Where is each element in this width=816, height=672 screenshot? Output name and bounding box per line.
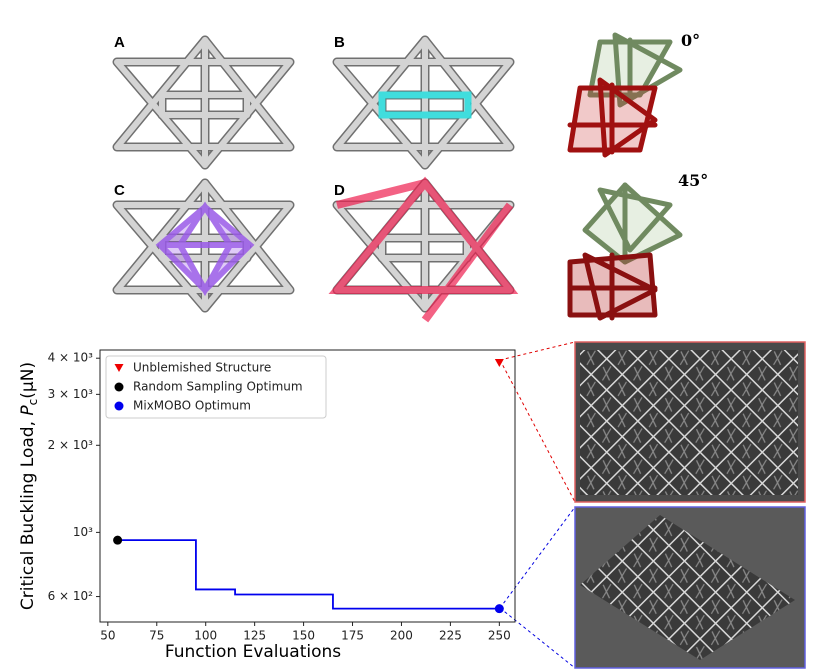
marker (494, 604, 504, 614)
y-axis-label-part: (μN) (18, 362, 38, 399)
chart: Function Evaluations Critical Buckling L… (18, 349, 516, 662)
x-tick-label: 125 (243, 629, 266, 643)
sem-top (580, 350, 798, 495)
sem-images (499, 341, 806, 669)
angle-label: 0° (681, 31, 700, 50)
lattice-a (117, 40, 290, 165)
y-tick-label: 6 × 10² (48, 589, 94, 603)
y-axis-label-part: Critical Buckling Load, (18, 416, 38, 611)
x-tick-label: 150 (292, 629, 315, 643)
orientation-0 (567, 32, 683, 158)
legend-label: Unblemished Structure (133, 361, 271, 375)
sem-bottom (580, 515, 795, 660)
x-tick-label: 175 (341, 629, 364, 643)
highlight-red (328, 176, 519, 323)
step-line (117, 539, 500, 610)
legend-label: Random Sampling Optimum (133, 380, 303, 394)
lattice-panels: A B C D 0° 45° (114, 31, 708, 323)
y-tick-label: 10³ (73, 525, 93, 539)
panel-label: B (334, 34, 345, 51)
x-tick-label: 250 (488, 629, 511, 643)
x-tick-label: 225 (439, 629, 462, 643)
x-axis-label: Function Evaluations (165, 642, 341, 662)
marker (113, 535, 123, 545)
panel-label: A (114, 34, 125, 51)
x-tick-label: 75 (149, 629, 164, 643)
connectors (499, 341, 576, 669)
legend-label: MixMOBO Optimum (133, 399, 251, 413)
legend-marker (114, 401, 124, 411)
y-axis-label: Critical Buckling Load, Pc(μN) (18, 362, 40, 610)
panel-label: C (114, 182, 125, 199)
legend-marker (114, 364, 124, 372)
orientation-45 (567, 182, 683, 321)
panel-label: D (334, 182, 345, 199)
angle-label: 45° (678, 171, 708, 190)
y-tick-label: 4 × 10³ (48, 351, 94, 365)
y-tick-label: 2 × 10³ (48, 438, 94, 452)
plot-frame (99, 349, 516, 623)
marker (494, 359, 504, 368)
highlight-purple (155, 201, 255, 297)
legend-marker (114, 382, 124, 392)
y-tick-label: 3 × 10³ (48, 387, 94, 401)
lattice-b (337, 40, 510, 165)
x-tick-label: 50 (100, 629, 115, 643)
legend-box (105, 355, 327, 419)
x-tick-label: 100 (194, 629, 217, 643)
x-tick-label: 200 (390, 629, 413, 643)
highlight-cyan (378, 91, 472, 119)
y-axis-label-part: P (18, 405, 38, 416)
y-axis-label-part: c (26, 399, 40, 406)
